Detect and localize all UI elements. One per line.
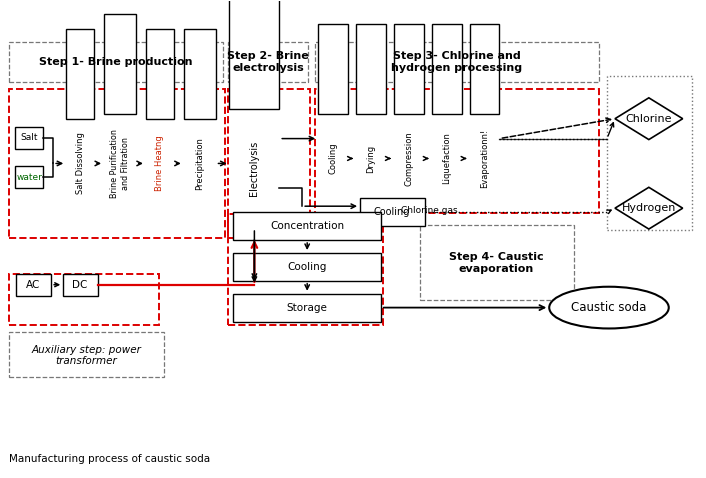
Bar bbox=[16, 166, 43, 188]
Bar bbox=[63, 274, 98, 296]
Text: Cooling: Cooling bbox=[373, 207, 410, 217]
Bar bbox=[234, 253, 381, 281]
Bar bbox=[229, 0, 280, 109]
Text: Chlorine gas: Chlorine gas bbox=[402, 206, 458, 215]
Bar bbox=[607, 76, 692, 230]
Bar bbox=[356, 24, 386, 114]
Bar bbox=[318, 24, 348, 114]
Bar bbox=[394, 24, 424, 114]
Text: Chlorine: Chlorine bbox=[626, 114, 672, 124]
Bar bbox=[234, 212, 381, 240]
Ellipse shape bbox=[549, 287, 669, 328]
Polygon shape bbox=[615, 187, 683, 229]
Text: Brine Heatng: Brine Heatng bbox=[155, 136, 164, 191]
Bar bbox=[16, 274, 52, 296]
Text: DC: DC bbox=[73, 280, 88, 290]
Bar bbox=[9, 274, 159, 326]
Text: Caustic soda: Caustic soda bbox=[571, 301, 647, 314]
Bar bbox=[9, 333, 164, 377]
Bar bbox=[229, 214, 383, 326]
Bar bbox=[315, 89, 599, 213]
Bar bbox=[104, 14, 136, 114]
Bar bbox=[234, 293, 381, 322]
Bar bbox=[9, 42, 222, 82]
Text: AC: AC bbox=[26, 280, 40, 290]
Text: Cooling: Cooling bbox=[287, 262, 327, 272]
Bar bbox=[66, 29, 94, 119]
Text: Step 2- Brine
electrolysis: Step 2- Brine electrolysis bbox=[227, 51, 309, 73]
Text: Storage: Storage bbox=[287, 303, 328, 313]
Text: Step 4- Caustic
evaporation: Step 4- Caustic evaporation bbox=[449, 252, 544, 274]
Text: Liquefaction: Liquefaction bbox=[442, 132, 451, 185]
Bar bbox=[184, 29, 215, 119]
Text: Brine Purification
and Filtration: Brine Purification and Filtration bbox=[110, 129, 130, 198]
Bar bbox=[146, 29, 174, 119]
Text: Electrolysis: Electrolysis bbox=[249, 141, 259, 196]
Text: Salt: Salt bbox=[20, 133, 38, 142]
Text: Auxiliary step: power
transformer: Auxiliary step: power transformer bbox=[31, 345, 141, 366]
Text: Drying: Drying bbox=[366, 144, 376, 173]
Text: Step 1- Brine production: Step 1- Brine production bbox=[40, 57, 193, 67]
Bar bbox=[431, 24, 462, 114]
Text: Cooling: Cooling bbox=[328, 142, 337, 174]
Text: Precipitation: Precipitation bbox=[195, 137, 204, 190]
Bar bbox=[16, 127, 43, 149]
Text: Compression: Compression bbox=[405, 131, 413, 186]
Polygon shape bbox=[615, 98, 683, 140]
Text: Hydrogen: Hydrogen bbox=[622, 203, 676, 213]
Bar bbox=[229, 42, 309, 82]
Text: Evaporationn!: Evaporationn! bbox=[480, 129, 489, 188]
Bar bbox=[315, 42, 599, 82]
Text: Salt Dissolving: Salt Dissolving bbox=[76, 132, 85, 195]
Bar bbox=[9, 89, 225, 238]
Bar bbox=[360, 198, 425, 226]
Text: water: water bbox=[16, 173, 42, 182]
Text: Concentration: Concentration bbox=[270, 221, 345, 231]
Text: Manufacturing process of caustic soda: Manufacturing process of caustic soda bbox=[9, 454, 210, 464]
Bar bbox=[229, 89, 310, 238]
Bar bbox=[420, 225, 574, 300]
Bar bbox=[469, 24, 499, 114]
Text: Step 3- Chlorine and
hydrogen processing: Step 3- Chlorine and hydrogen processing bbox=[391, 51, 522, 73]
